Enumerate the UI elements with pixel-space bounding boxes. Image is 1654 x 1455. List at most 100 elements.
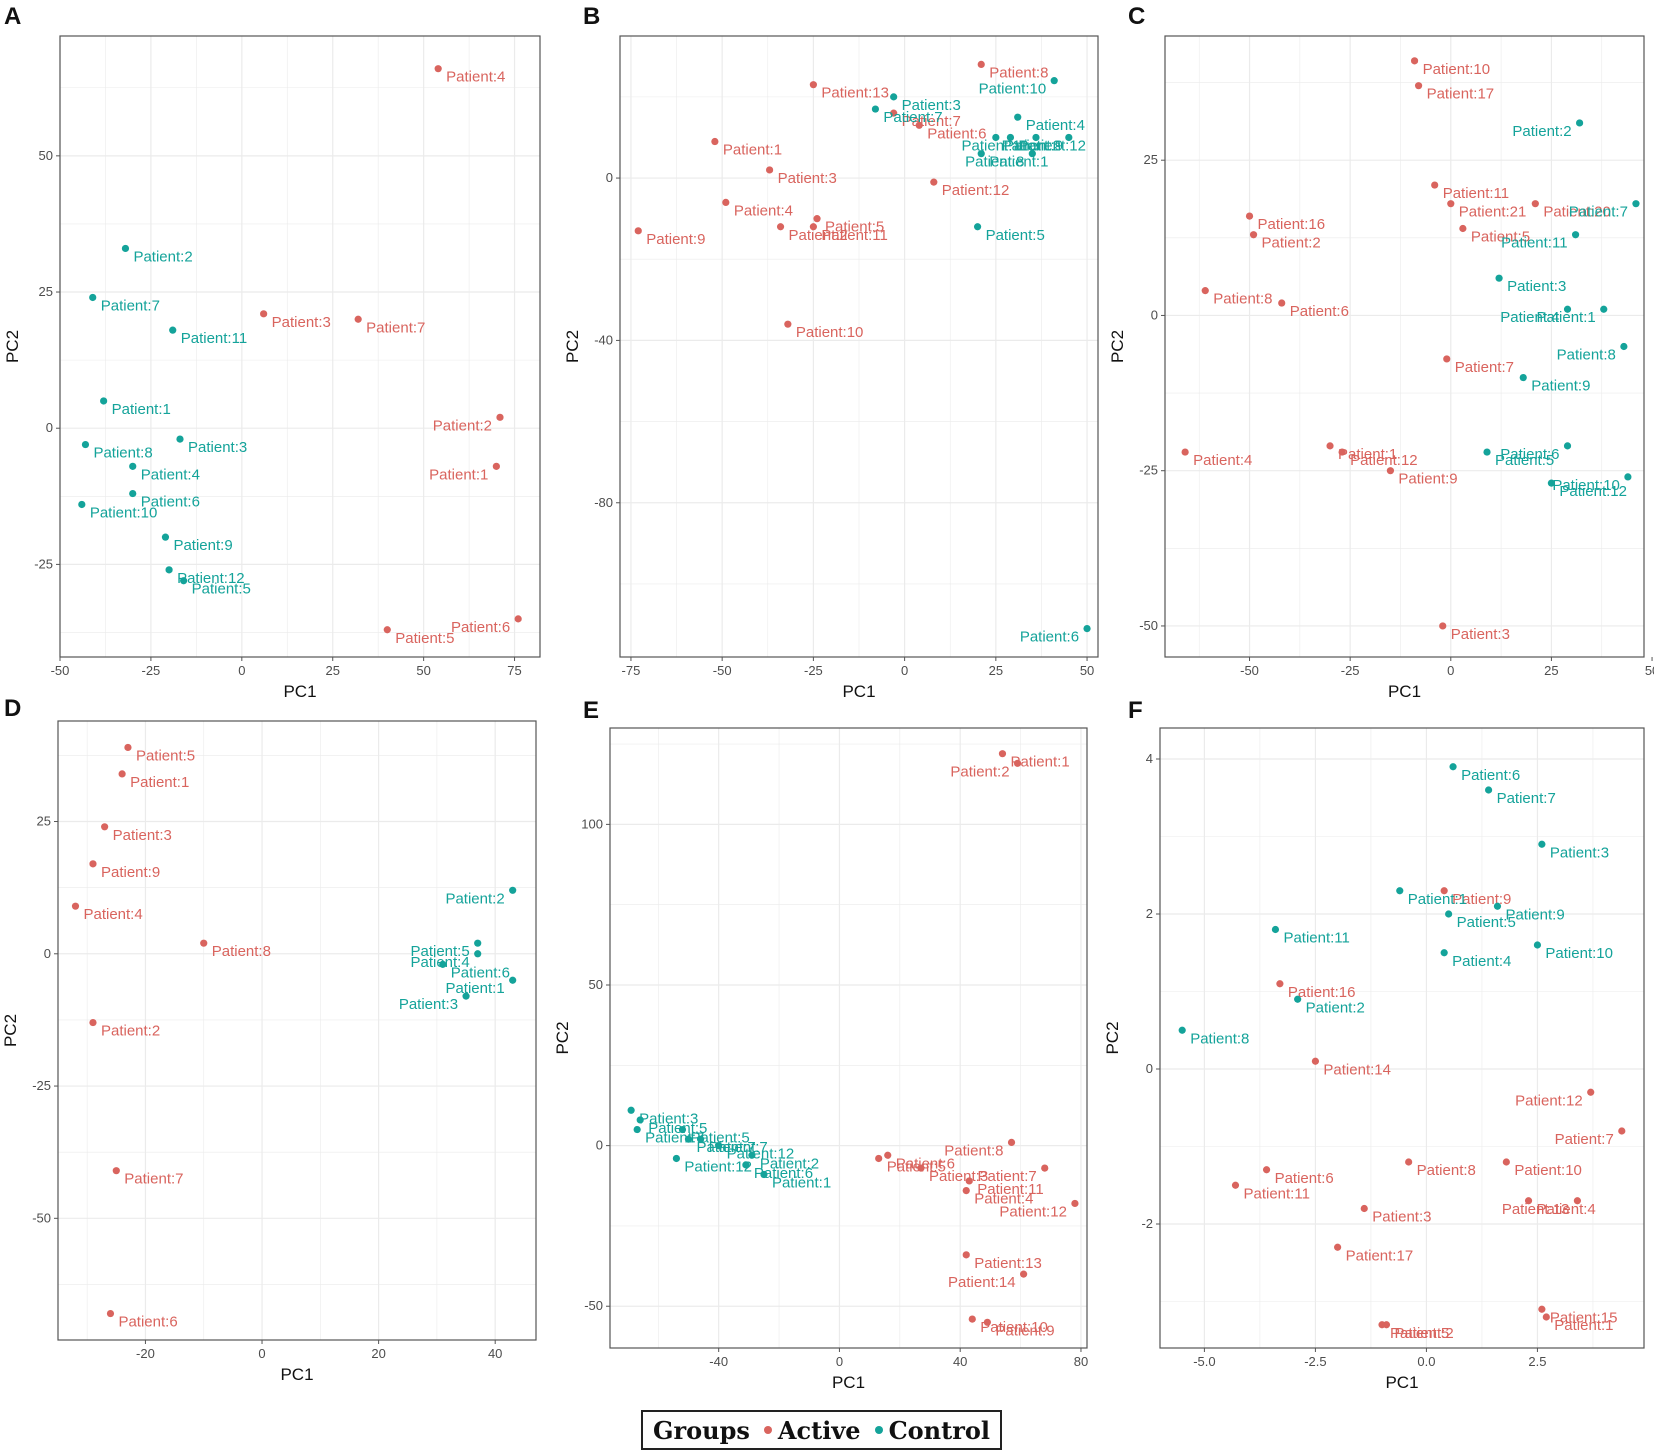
x-tick-label: -40	[709, 1354, 728, 1369]
point-label: Patient:9	[101, 864, 160, 881]
point-active	[383, 626, 391, 634]
point-control	[176, 435, 184, 443]
point-active	[776, 223, 785, 231]
point-label: Patient:8	[944, 1142, 1003, 1159]
point-label: Patient:2	[1306, 999, 1365, 1016]
point-active	[1414, 82, 1423, 90]
point-label: Patient:14	[948, 1274, 1016, 1291]
point-label: Patient:8	[965, 154, 1024, 171]
points: Patient:4 Patient:3 Patient:7 Patient:2 Pati…	[78, 65, 522, 647]
point-label: Patient:7	[696, 1139, 755, 1156]
x-tick-label: -50	[1240, 663, 1259, 678]
x-axis-title: PC1	[1385, 1373, 1418, 1392]
point-label: Patient:2	[950, 763, 1009, 780]
point-label: Patient:11	[1243, 1185, 1309, 1202]
point-label: Patient:16	[1258, 216, 1326, 233]
point-label: Patient:11	[181, 330, 247, 347]
point-label: Patient:1	[723, 142, 782, 159]
x-axis-title: PC1	[842, 682, 875, 701]
panel-letter: F	[1128, 697, 1143, 724]
point-control	[871, 105, 880, 113]
point-control	[1396, 887, 1404, 895]
point-label: Patient:10	[1514, 1162, 1582, 1179]
point-label: Patient:3	[1451, 626, 1510, 643]
point-label: Patient:5	[690, 1130, 749, 1147]
y-axis-title: PC2	[563, 330, 582, 363]
y-axis-title: PC2	[1, 1014, 20, 1047]
point-label: Patient:4	[1193, 452, 1252, 469]
point-active	[1573, 1197, 1581, 1205]
point-label: Patient:13	[821, 85, 889, 102]
point-active	[89, 1018, 97, 1027]
legend-item-control: Control	[874, 1416, 990, 1445]
point-label: Patient:5	[410, 943, 469, 960]
panel-d: D -20 0 20 40 -50 -25 0 25 PC1 PC2 Patient:5 Patient…	[1, 695, 537, 1384]
point-control	[715, 1142, 723, 1150]
point-control	[462, 992, 470, 1000]
point-active	[1405, 1158, 1413, 1166]
point-active	[1181, 448, 1189, 456]
y-tick-label: -50	[1139, 618, 1158, 633]
point-active	[930, 178, 938, 186]
point-label: Patient:8	[1557, 347, 1616, 364]
point-control	[1563, 442, 1572, 450]
point-control	[1083, 624, 1091, 633]
point-control	[129, 462, 137, 470]
panel-letter: D	[4, 695, 21, 722]
x-axis-title: PC1	[283, 682, 316, 701]
point-control	[1575, 119, 1584, 127]
x-tick-label: 0	[238, 663, 245, 678]
point-active	[1334, 1243, 1342, 1251]
panel-border	[609, 727, 1088, 1349]
point-active	[1618, 1127, 1626, 1135]
panel-letter: A	[4, 3, 21, 30]
point-active	[634, 227, 642, 235]
point-control	[100, 397, 108, 405]
point-label: Patient:1	[130, 774, 189, 791]
point-label: Patient:11	[1501, 235, 1567, 252]
point-label: Patient:7	[1455, 359, 1514, 376]
point-label: Patient:21	[1459, 204, 1527, 221]
point-control	[672, 1154, 681, 1163]
point-active	[1231, 1181, 1240, 1189]
point-active	[1338, 448, 1346, 456]
point-label: Patient:4	[446, 69, 505, 86]
point-active	[917, 1164, 925, 1172]
point-label: Patient:16	[1288, 984, 1356, 1001]
point-active	[1201, 287, 1209, 295]
point-label: Patient:12	[177, 570, 245, 587]
point-label: Patient:12	[1350, 452, 1418, 469]
point-control	[1178, 1026, 1186, 1034]
y-axis-title: PC2	[3, 330, 22, 363]
point-label: Patient:4	[734, 202, 793, 219]
grid	[59, 36, 540, 657]
y-tick-label: 25	[1144, 152, 1158, 167]
point-active	[1245, 212, 1254, 220]
point-active	[1524, 1197, 1533, 1205]
point-label: Patient:11	[1283, 930, 1349, 947]
point-label: Patient:6	[896, 1155, 955, 1172]
point-label: Patient:2	[760, 1155, 819, 1172]
point-control	[81, 440, 90, 449]
point-control	[1032, 133, 1040, 142]
point-active	[1431, 181, 1439, 189]
point-label: Patient:3	[902, 97, 961, 114]
y-tick-label: -2	[1141, 1216, 1153, 1231]
point-label: Patient:8	[93, 445, 152, 462]
point-active	[1439, 622, 1447, 630]
point-active	[354, 315, 362, 323]
point-control	[977, 150, 985, 158]
point-label: Patient:12	[999, 1203, 1067, 1220]
x-tick-label: -5.0	[1193, 1354, 1215, 1369]
point-active	[968, 1315, 976, 1323]
point-active	[875, 1154, 883, 1163]
point-label: Patient:1	[1010, 754, 1069, 771]
point-active	[1531, 200, 1539, 208]
point-active	[722, 198, 730, 207]
point-control	[973, 223, 982, 231]
legend-title: Groups	[653, 1415, 750, 1445]
point-label: Patient:9	[1004, 137, 1063, 154]
x-tick-label: 25	[989, 663, 1003, 678]
x-tick-label: 40	[953, 1354, 967, 1369]
